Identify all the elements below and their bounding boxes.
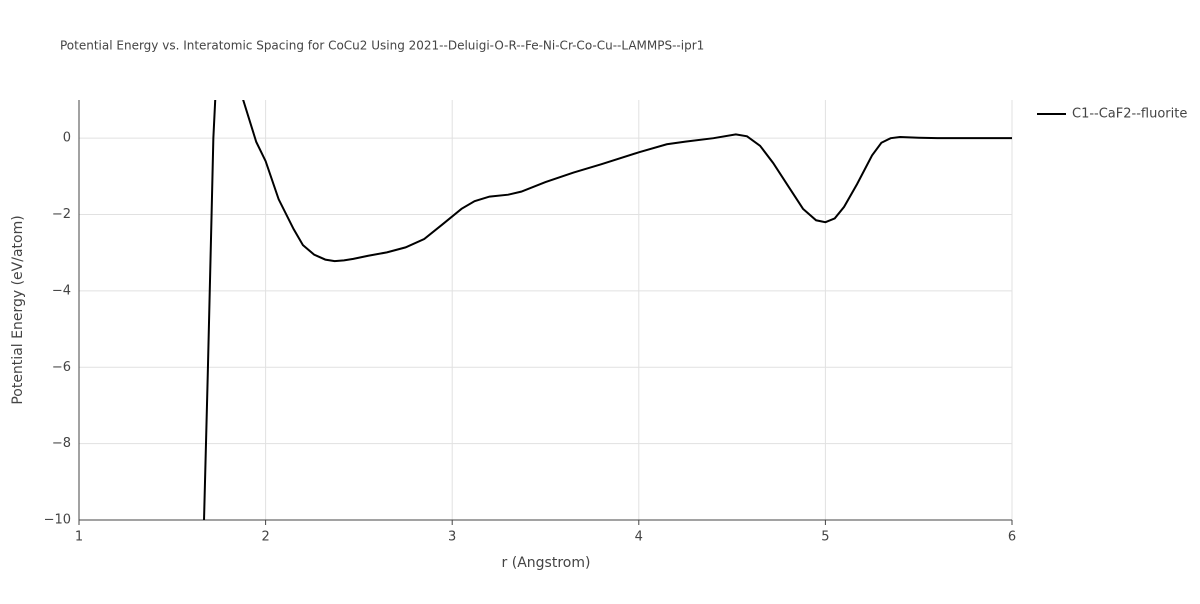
x-axis-label: r (Angstrom) (502, 555, 591, 571)
y-tick-label: −8 (52, 436, 71, 451)
y-axis-label: Potential Energy (eV/atom) (10, 215, 26, 404)
x-tick-label: 6 (1008, 530, 1016, 545)
chart-title: Potential Energy vs. Interatomic Spacing… (60, 39, 704, 53)
x-tick-label: 2 (261, 530, 269, 545)
x-tick-label: 4 (635, 530, 643, 545)
y-tick-label: 0 (63, 131, 71, 146)
x-tick-label: 5 (821, 530, 829, 545)
legend-label: C1--CaF2--fluorite (1072, 107, 1187, 122)
x-tick-label: 1 (75, 530, 83, 545)
y-tick-label: −10 (44, 513, 71, 528)
x-tick-label: 3 (448, 530, 456, 545)
y-tick-label: −4 (52, 283, 71, 298)
y-tick-label: −6 (52, 360, 71, 375)
y-tick-label: −2 (52, 207, 71, 222)
data-line (203, 100, 1012, 520)
